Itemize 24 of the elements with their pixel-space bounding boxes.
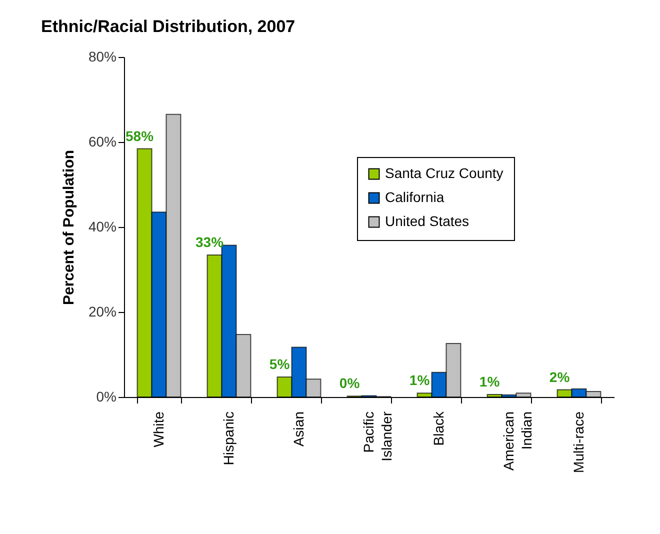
x-tick-label: Pacific Islander bbox=[360, 411, 394, 462]
data-label: 0% bbox=[339, 375, 360, 392]
x-tick-label: White bbox=[150, 411, 166, 448]
y-tick-label: 60% bbox=[88, 134, 116, 150]
data-label: 33% bbox=[196, 234, 224, 250]
legend-label: Santa Cruz County bbox=[385, 165, 504, 181]
data-label: 1% bbox=[479, 373, 500, 390]
data-label: 1% bbox=[409, 372, 430, 388]
y-axis-title: Percent of Population bbox=[60, 150, 78, 306]
x-tick-label: Multi-race bbox=[570, 411, 586, 473]
y-tick-label: 20% bbox=[88, 304, 116, 320]
y-tick-label: 0% bbox=[96, 388, 116, 404]
x-tick-label: Hispanic bbox=[220, 412, 236, 466]
data-label: 58% bbox=[126, 128, 154, 144]
chart-title: Ethnic/Racial Distribution, 2007 bbox=[40, 17, 296, 36]
data-label: 2% bbox=[549, 368, 570, 385]
data-label: 5% bbox=[269, 356, 290, 372]
y-tick-label: 40% bbox=[88, 218, 116, 234]
legend-label: United States bbox=[385, 213, 470, 229]
legend-label: California bbox=[385, 189, 444, 205]
x-tick-label: American Indian bbox=[500, 412, 534, 471]
y-tick-label: 80% bbox=[88, 48, 116, 64]
x-tick-label: Asian bbox=[290, 412, 306, 447]
x-tick-label: Black bbox=[430, 410, 446, 446]
